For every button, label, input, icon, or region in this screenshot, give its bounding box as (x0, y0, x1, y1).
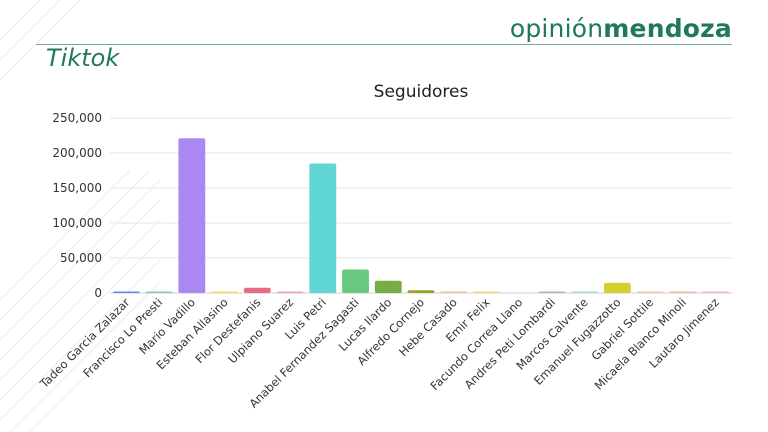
chart-title: Seguidores (374, 82, 469, 102)
bar (571, 291, 599, 293)
y-tick-label: 100,000 (52, 216, 102, 230)
bar (178, 138, 206, 293)
bar (440, 291, 468, 293)
header-divider (36, 44, 732, 45)
brand-logo-bold: mendoza (603, 14, 732, 43)
bar (374, 280, 402, 293)
brand-logo-light: opinión (509, 14, 604, 43)
bar (243, 287, 271, 293)
y-tick-label: 0 (94, 286, 102, 300)
diagonal-line-pattern (0, 0, 161, 432)
y-tick-label: 250,000 (52, 111, 102, 125)
y-tick-label: 150,000 (52, 181, 102, 195)
brand-logo: opiniónmendoza (510, 14, 732, 43)
y-axis-ticks: 0 50,000 100,000 150,000 200,000 250,000 (52, 111, 102, 300)
bar (636, 291, 664, 293)
bar (407, 290, 435, 293)
y-tick-label: 50,000 (60, 251, 102, 265)
bars (112, 138, 730, 293)
bar (342, 269, 369, 293)
bar (112, 291, 140, 293)
bar (309, 163, 337, 293)
bar (276, 291, 304, 293)
bar (603, 282, 631, 293)
y-tick-label: 200,000 (52, 146, 102, 160)
section-title: Tiktok (46, 44, 120, 72)
bar (538, 291, 566, 293)
bar (211, 291, 239, 293)
bar (669, 291, 697, 293)
bar (473, 291, 500, 293)
bar (145, 291, 173, 293)
bar (702, 291, 730, 293)
